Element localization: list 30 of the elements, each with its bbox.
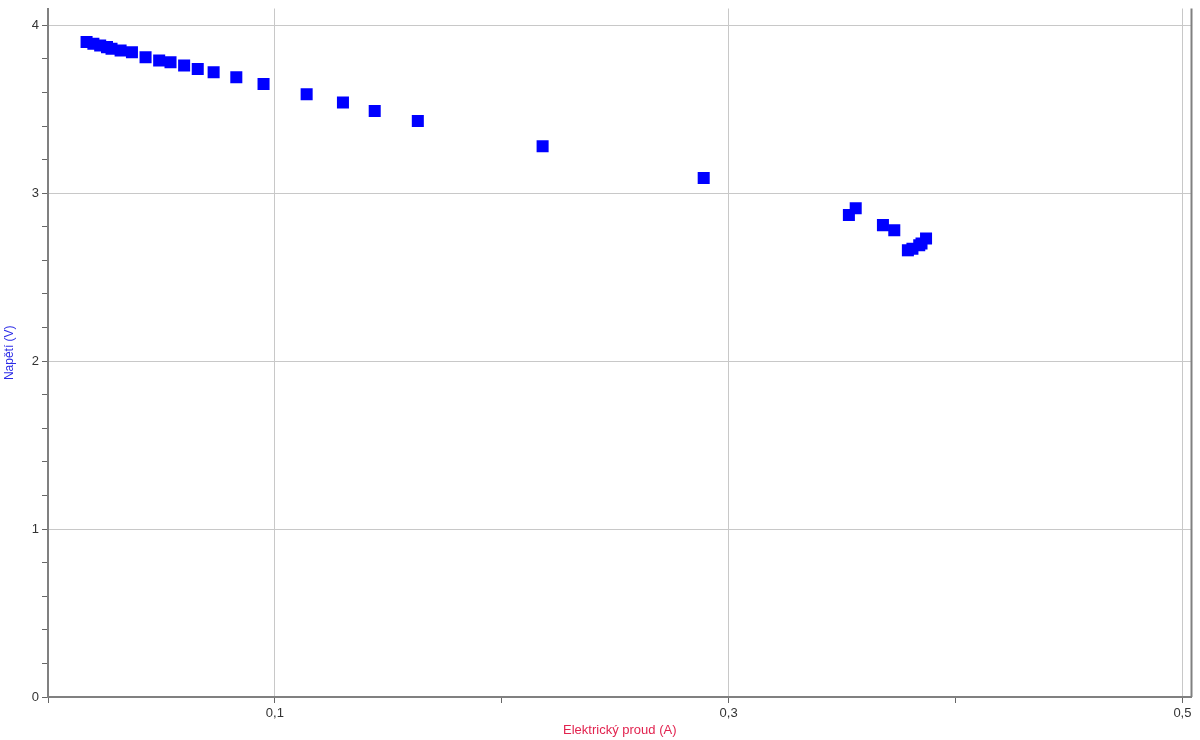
- point: [876, 219, 889, 232]
- point: [114, 44, 127, 57]
- point: [164, 56, 177, 69]
- point: [300, 88, 313, 101]
- point: [888, 224, 901, 237]
- point: [368, 104, 381, 117]
- point: [139, 51, 152, 64]
- x-axis-title: Elektrický proud (A): [563, 721, 677, 737]
- point: [536, 140, 549, 153]
- x-tick-label: 0,1: [265, 705, 284, 721]
- point: [336, 96, 349, 109]
- x-tick-label: 0,5: [1173, 705, 1192, 721]
- point: [207, 66, 220, 79]
- point: [191, 62, 204, 75]
- point: [125, 46, 138, 59]
- point: [697, 172, 710, 185]
- point: [411, 115, 424, 128]
- x-tick-label: 0,3: [719, 705, 738, 721]
- point: [153, 54, 166, 67]
- point: [178, 59, 191, 72]
- point: [230, 71, 243, 84]
- y-tick-label: 1: [31, 520, 39, 536]
- point: [257, 78, 270, 91]
- y-tick-label: 4: [31, 16, 39, 32]
- y-tick-label: 0: [31, 688, 39, 704]
- point: [849, 202, 862, 215]
- y-tick-label: 3: [31, 184, 39, 200]
- y-axis-title: Napětí (V): [1, 325, 16, 381]
- y-tick-label: 2: [31, 352, 39, 368]
- point: [920, 232, 933, 245]
